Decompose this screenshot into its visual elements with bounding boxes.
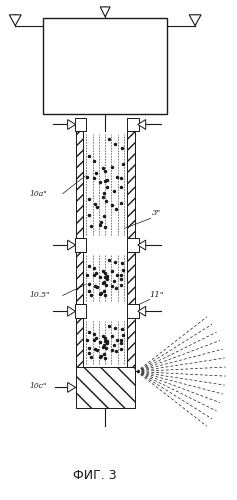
Polygon shape bbox=[68, 120, 76, 130]
Polygon shape bbox=[138, 306, 146, 316]
Bar bbox=[127, 318, 135, 366]
Bar bbox=[43, 18, 167, 114]
Bar bbox=[76, 132, 83, 238]
Polygon shape bbox=[138, 240, 146, 250]
Text: ФИГ. 3: ФИГ. 3 bbox=[73, 469, 117, 482]
Bar bbox=[127, 132, 135, 238]
Bar bbox=[74, 304, 86, 318]
Bar bbox=[74, 118, 86, 132]
Text: 3": 3" bbox=[152, 210, 161, 218]
Bar bbox=[76, 318, 83, 366]
Bar bbox=[127, 304, 139, 318]
Bar bbox=[76, 252, 83, 304]
Bar bbox=[127, 238, 139, 252]
Polygon shape bbox=[68, 240, 76, 250]
Polygon shape bbox=[68, 306, 76, 316]
Text: 11": 11" bbox=[150, 292, 164, 300]
Bar bbox=[76, 366, 135, 408]
Polygon shape bbox=[100, 7, 110, 17]
Polygon shape bbox=[138, 120, 146, 130]
Text: 10c": 10c" bbox=[29, 382, 46, 390]
Polygon shape bbox=[68, 382, 76, 392]
Bar bbox=[127, 118, 139, 132]
Bar bbox=[127, 252, 135, 304]
Bar bbox=[74, 238, 86, 252]
Polygon shape bbox=[189, 15, 201, 26]
Text: 10a": 10a" bbox=[29, 190, 47, 198]
Polygon shape bbox=[9, 15, 21, 26]
Text: 10.5": 10.5" bbox=[29, 292, 50, 300]
